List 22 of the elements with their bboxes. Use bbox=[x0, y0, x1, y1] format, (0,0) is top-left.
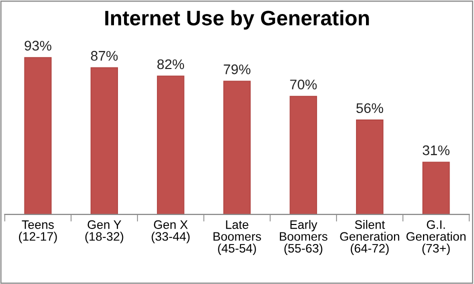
bar bbox=[422, 162, 450, 214]
bar bbox=[356, 120, 384, 214]
data-label: 87% bbox=[90, 50, 118, 61]
data-label: 93% bbox=[24, 40, 52, 51]
x-tick-label: G.I. Generation (73+) bbox=[406, 220, 466, 256]
bar bbox=[223, 80, 251, 214]
chart-title: Internet Use by Generation bbox=[105, 10, 369, 30]
bar bbox=[24, 57, 52, 214]
x-tick-label: Teens (12-17) bbox=[18, 220, 57, 244]
data-label: 70% bbox=[290, 80, 317, 90]
data-label: 56% bbox=[356, 103, 384, 114]
bar bbox=[290, 96, 318, 214]
data-label: 31% bbox=[422, 145, 450, 156]
data-label: 79% bbox=[224, 64, 250, 74]
x-tick-label: Gen Y (18-32) bbox=[85, 220, 124, 244]
x-tick-label: Gen X (33-44) bbox=[152, 220, 190, 244]
data-label: 82% bbox=[157, 59, 184, 70]
x-tick-label: Late Boomers (45-54) bbox=[214, 220, 262, 256]
bar bbox=[156, 76, 184, 214]
x-tick-label: Early Boomers (55-63) bbox=[280, 220, 328, 256]
x-tick-label: Silent Generation (64-72) bbox=[340, 220, 400, 256]
bar bbox=[90, 67, 118, 214]
